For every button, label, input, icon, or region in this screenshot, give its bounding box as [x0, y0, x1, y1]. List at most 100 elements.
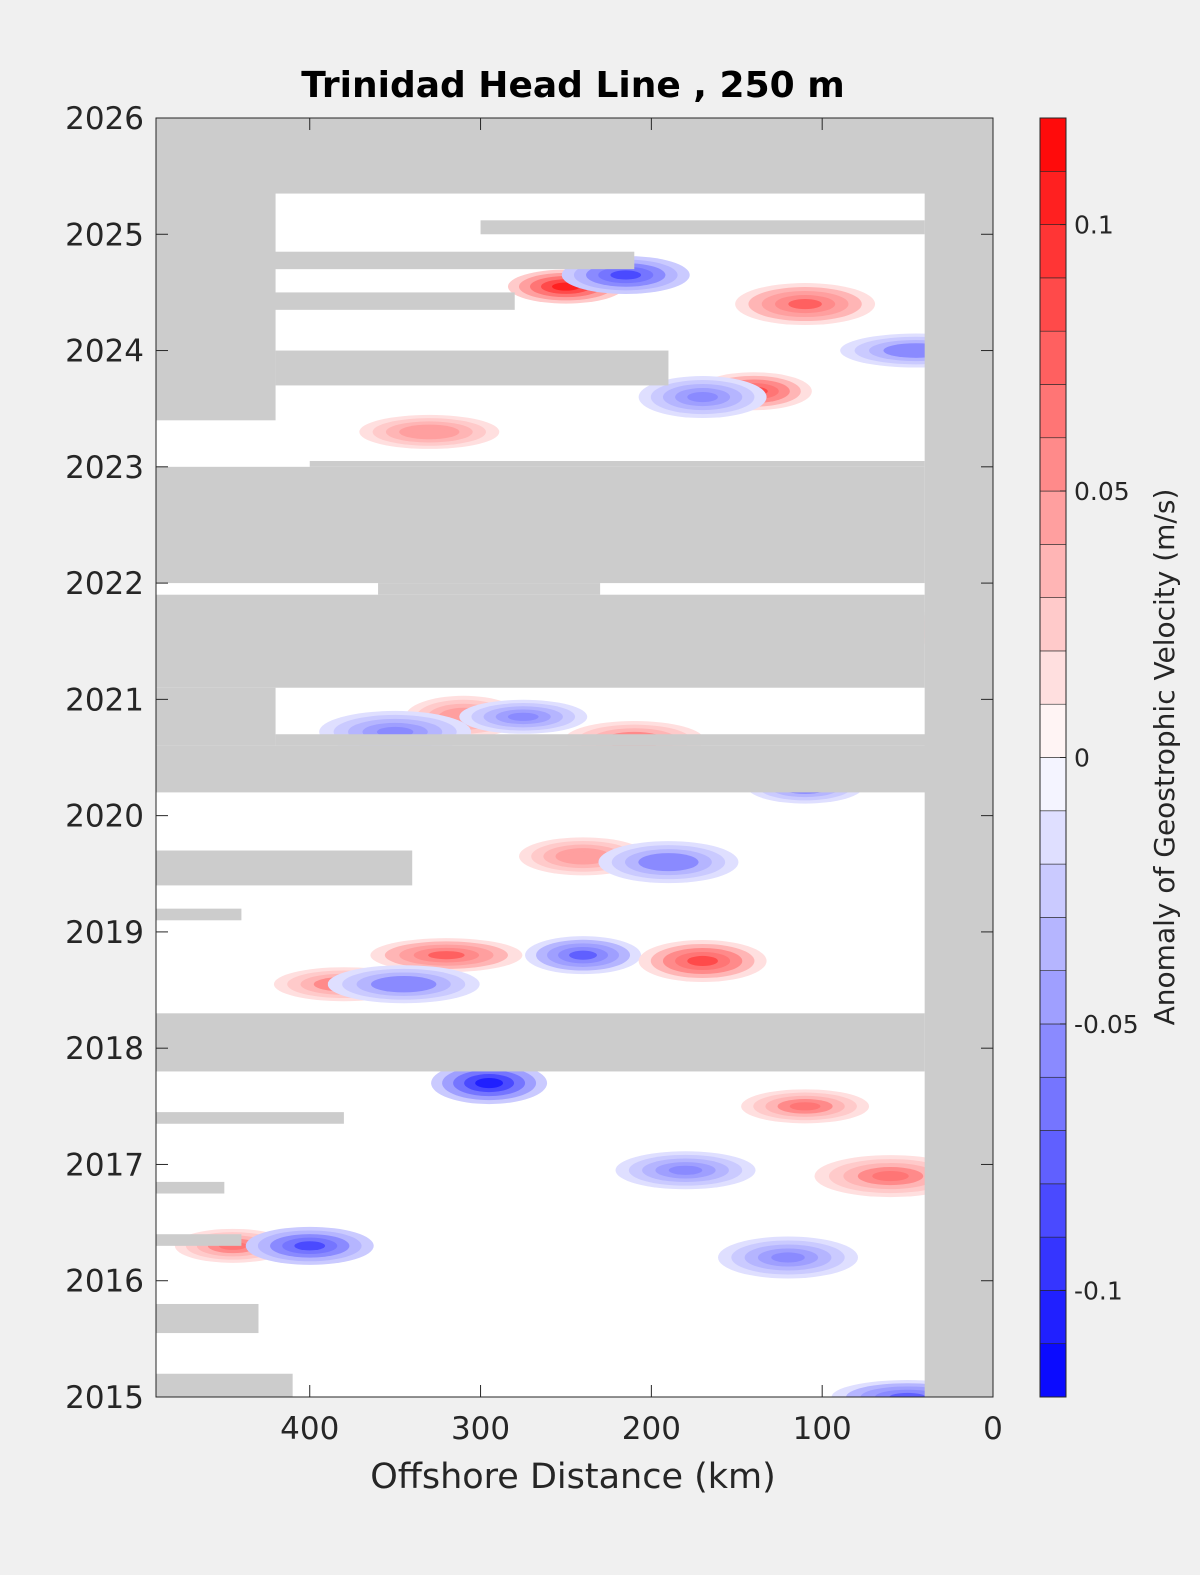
colorbar-level: [1039, 917, 1067, 971]
anomaly-contour: [668, 1165, 703, 1175]
anomaly-contour: [651, 857, 686, 868]
colorbar-level: [1039, 757, 1067, 812]
y-tick-label: 2022: [65, 566, 144, 602]
x-axis: 400 300 200 100 0: [280, 118, 1003, 1447]
no-data-region: [309, 461, 925, 467]
y-tick-label: 2018: [65, 1031, 144, 1067]
colorbar-level: [1039, 810, 1067, 865]
colorbar-level: [1039, 597, 1067, 652]
anomaly-blob: [370, 938, 523, 973]
anomaly-contour: [872, 1171, 909, 1182]
x-tick-label: 400: [280, 1411, 339, 1447]
colorbar-level: [1039, 277, 1067, 332]
x-tick-label: 200: [622, 1411, 681, 1447]
anomaly-blob: [359, 414, 500, 449]
no-data-region: [156, 1181, 225, 1194]
no-data-region: [156, 1303, 259, 1334]
colorbar-level: [1039, 437, 1067, 492]
colorbar-level: [1039, 863, 1067, 918]
anomaly-blob: [245, 1226, 374, 1265]
y-tick-label: 2025: [65, 217, 144, 253]
no-data-region: [822, 612, 925, 630]
anomaly-blob: [431, 1062, 548, 1105]
no-data-region: [156, 908, 242, 921]
colorbar: 0.1 0.05 0 -0.05 -0.1: [1039, 117, 1139, 1398]
colorbar-level: [1039, 1076, 1067, 1131]
colorbar-level: [1039, 703, 1067, 758]
no-data-region: [156, 687, 276, 746]
y-tick-label: 2016: [65, 1264, 144, 1300]
colorbar-tick-label: 0: [1074, 744, 1090, 773]
anomaly-contour: [889, 1392, 926, 1397]
y-tick-label: 2019: [65, 915, 144, 951]
colorbar-level: [1039, 330, 1067, 385]
anomaly-blob: [735, 283, 876, 326]
anomaly-blob: [615, 1151, 756, 1190]
y-tick-label: 2024: [65, 334, 144, 370]
anomaly-blob: [741, 1089, 870, 1124]
colorbar-level: [1039, 1343, 1067, 1398]
chart-title: Trinidad Head Line , 250 m: [301, 65, 844, 106]
colorbar-level: [1039, 490, 1067, 545]
anomaly-contour: [475, 1078, 504, 1089]
plot-frame: [155, 117, 994, 1398]
no-data-region: [275, 734, 942, 746]
no-data-region: [258, 251, 635, 270]
y-tick-label: 2017: [65, 1147, 144, 1183]
anomaly-contour: [569, 950, 597, 960]
no-data-mask: [156, 118, 993, 1397]
anomaly-blob: [327, 965, 480, 1004]
anomaly-blob: [638, 376, 767, 419]
anomaly-blob: [718, 1236, 859, 1279]
anomaly-field: [174, 255, 993, 1397]
plot-area: [156, 118, 993, 1397]
x-tick-label: 300: [451, 1411, 510, 1447]
anomaly-blob: [638, 939, 767, 982]
anomaly-contour: [507, 712, 539, 721]
y-axis: 2015 2016 2017 2018 2019 2020 2021 2022 2023 2024…: [65, 101, 993, 1416]
colorbar-tick-label: -0.05: [1074, 1010, 1139, 1039]
no-data-region: [258, 292, 515, 310]
colorbar-level: [1039, 1183, 1067, 1238]
no-data-region: [156, 1373, 293, 1397]
x-tick-label: 100: [793, 1411, 852, 1447]
colorbar-tick-label: 0.1: [1074, 211, 1114, 240]
colorbar-level: [1039, 117, 1067, 172]
y-tick-label: 2026: [65, 101, 144, 137]
colorbar-level: [1039, 170, 1067, 225]
y-tick-label: 2023: [65, 450, 144, 486]
no-data-region: [156, 466, 925, 584]
y-tick-label: 2015: [65, 1380, 144, 1416]
no-data-region: [378, 583, 601, 595]
no-data-region: [156, 118, 993, 194]
no-data-region: [156, 594, 925, 688]
anomaly-blob: [459, 699, 588, 734]
anomaly-blob: [598, 841, 739, 884]
colorbar-tick-label: -0.1: [1074, 1276, 1123, 1305]
anomaly-contour: [687, 955, 718, 967]
colorbar-level: [1039, 650, 1067, 705]
no-data-region: [156, 1112, 344, 1124]
colorbar-level: [1039, 1290, 1067, 1345]
colorbar-level: [1039, 544, 1067, 598]
anomaly-contour: [687, 392, 718, 403]
no-data-region: [156, 850, 413, 886]
no-data-region: [156, 1234, 242, 1246]
colorbar-level: [1039, 1236, 1067, 1291]
anomaly-contour: [294, 1241, 326, 1251]
colorbar-level: [1039, 1023, 1067, 1078]
x-axis-label: Offshore Distance (km): [370, 1457, 776, 1497]
colorbar-tick-label: 0.05: [1074, 477, 1130, 506]
colorbar-level: [1039, 224, 1067, 279]
anomaly-contour: [567, 851, 599, 861]
no-data-region: [156, 745, 942, 793]
y-tick-label: 2020: [65, 799, 144, 835]
no-data-region: [275, 350, 669, 386]
colorbar-level: [1039, 384, 1067, 439]
colorbar-label: Anomaly of Geostrophic Velocity (m/s): [1148, 489, 1181, 1026]
colorbar-level: [1039, 1130, 1067, 1185]
anomaly-blob: [525, 936, 642, 975]
x-tick-label: 0: [983, 1411, 1003, 1447]
anomaly-contour: [428, 951, 465, 960]
